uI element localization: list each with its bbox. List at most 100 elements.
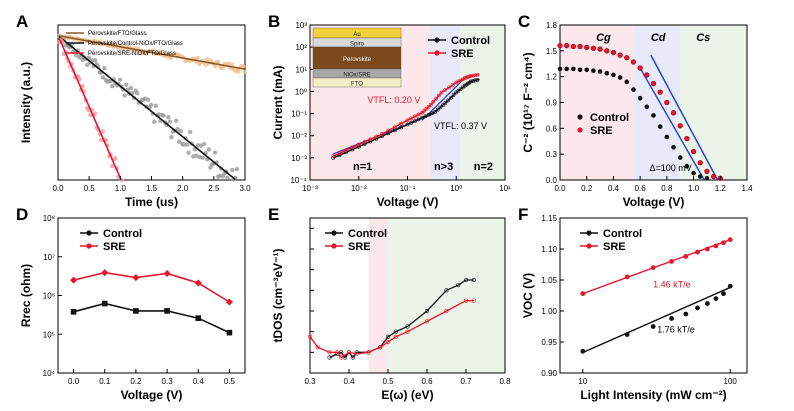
- x-tick-label: 0.5: [224, 377, 236, 386]
- tdos-point-sre: [315, 345, 320, 350]
- iv-point-sre: [337, 151, 342, 156]
- device-layer-5: [312, 77, 402, 88]
- region-label-n2: n=2: [474, 161, 493, 173]
- decay-point-1: [212, 64, 218, 69]
- decay-fit-line-2: [58, 35, 236, 181]
- iv-point-sre: [422, 108, 427, 113]
- legend-A-label: Perovskite/Control-NiOx/FTO/Glass: [88, 41, 183, 47]
- ms-point-control: [657, 124, 663, 129]
- ms-point-control: [691, 170, 696, 176]
- y-axis-label: C⁻² (10¹⁷ F⁻² cm⁴): [521, 52, 535, 152]
- legend-D-marker: [86, 230, 92, 236]
- legend-F-marker: [586, 230, 592, 236]
- ms-point-control: [704, 175, 710, 181]
- x-tick-label: 2.5: [208, 184, 220, 193]
- ms-point-sre: [604, 48, 610, 54]
- tdos-point-sre: [463, 298, 469, 303]
- tdos-point-control: [405, 324, 410, 329]
- ms-point-sre: [664, 99, 670, 106]
- decay-point-2: [122, 93, 127, 98]
- iv-point-control: [433, 109, 438, 114]
- ms-point-sre: [577, 43, 583, 50]
- decay-point-2: [166, 114, 171, 120]
- ms-point-sre: [657, 89, 663, 95]
- legend-D-marker: [86, 243, 92, 249]
- tdos-point-control: [343, 355, 348, 360]
- x-tick-label: 1.2: [715, 184, 727, 193]
- iv-point-sre: [392, 125, 397, 129]
- decay-point-2: [92, 58, 98, 63]
- ms-point-sre: [697, 160, 703, 166]
- legend-E-label: Control: [348, 228, 387, 240]
- decay-point-2: [230, 167, 235, 173]
- iv-point-sre: [460, 77, 465, 82]
- iv-point-control: [423, 114, 428, 119]
- iv-point-control: [471, 79, 475, 83]
- decay-point-2: [200, 155, 205, 160]
- iv-point-control: [331, 155, 336, 160]
- ms-point-sre: [564, 43, 570, 49]
- y-axis-label: Rrec (ohm): [19, 264, 33, 327]
- device-layer-label: FTO: [351, 82, 363, 88]
- x-tick-label: 0.3: [304, 377, 316, 386]
- decay-point-2: [148, 102, 154, 108]
- iv-point-control: [405, 122, 410, 127]
- x-tick-label: 0.6: [635, 184, 647, 193]
- iv-point-control: [426, 112, 431, 117]
- legend-C-label: SRE: [590, 125, 613, 137]
- ms-point-control: [697, 174, 703, 179]
- legend-E-label: SRE: [348, 241, 371, 253]
- x-tick-label: 0.4: [343, 377, 355, 386]
- x-tick-label: 0.6: [421, 377, 433, 386]
- panel-letter-E: E: [268, 205, 279, 224]
- x-tick-label: 10⁻²: [351, 184, 367, 193]
- tdos-point-sre: [424, 319, 430, 324]
- legend-D-label: SRE: [103, 241, 126, 253]
- panel-A-frame: [57, 24, 246, 181]
- panel-letter-C: C: [518, 12, 530, 31]
- decay-point-2: [175, 126, 180, 132]
- iv-point-sre: [420, 110, 425, 115]
- iv-point-sre: [458, 78, 463, 83]
- x-tick-label: 0.5: [382, 377, 394, 386]
- region-cd-band: [633, 25, 681, 180]
- region-label-cg: Cg: [596, 32, 611, 44]
- decay-point-2: [187, 129, 193, 135]
- x-tick-label: 0.4: [608, 184, 620, 193]
- iv-point-control: [448, 95, 453, 100]
- iv-point-control: [399, 125, 404, 130]
- decay-point-2: [186, 150, 191, 155]
- decay-point-2: [177, 139, 182, 144]
- mott-schottky-fit-2: [650, 54, 719, 181]
- x-tick-label: 0.1: [99, 377, 111, 386]
- region-label-cs: Cs: [696, 32, 710, 44]
- iv-point-sre: [475, 72, 480, 77]
- voc-point-sre: [695, 249, 700, 255]
- x-tick-label: 1.4: [741, 184, 753, 193]
- iv-point-sre: [409, 116, 414, 121]
- ms-point-control: [684, 163, 690, 169]
- iv-point-control: [446, 98, 451, 103]
- iv-point-control: [438, 105, 443, 110]
- iv-point-sre: [428, 102, 433, 107]
- decay-point-2: [201, 141, 207, 147]
- decay-point-2: [153, 103, 159, 109]
- iv-line-control: [332, 78, 480, 159]
- iv-point-control: [469, 79, 473, 84]
- y-tick-label: 10⁻⁴: [290, 176, 307, 185]
- ms-point-control: [624, 79, 630, 85]
- voc-point-control: [683, 311, 689, 317]
- y-tick-label: 0.9: [546, 99, 558, 108]
- y-tick-label: 0.6: [546, 124, 558, 133]
- legend-B-marker: [434, 50, 440, 56]
- iv-point-sre: [380, 132, 384, 136]
- iv-point-sre: [456, 79, 461, 84]
- voc-point-sre: [580, 291, 586, 297]
- tdos-point-control: [385, 334, 391, 339]
- x-tick-label: 1.0: [688, 184, 700, 193]
- ms-point-control: [571, 66, 576, 72]
- region-label-n1: n=1: [353, 161, 372, 173]
- x-tick-label: 10⁻¹: [400, 184, 416, 193]
- voc-point-control: [580, 348, 586, 354]
